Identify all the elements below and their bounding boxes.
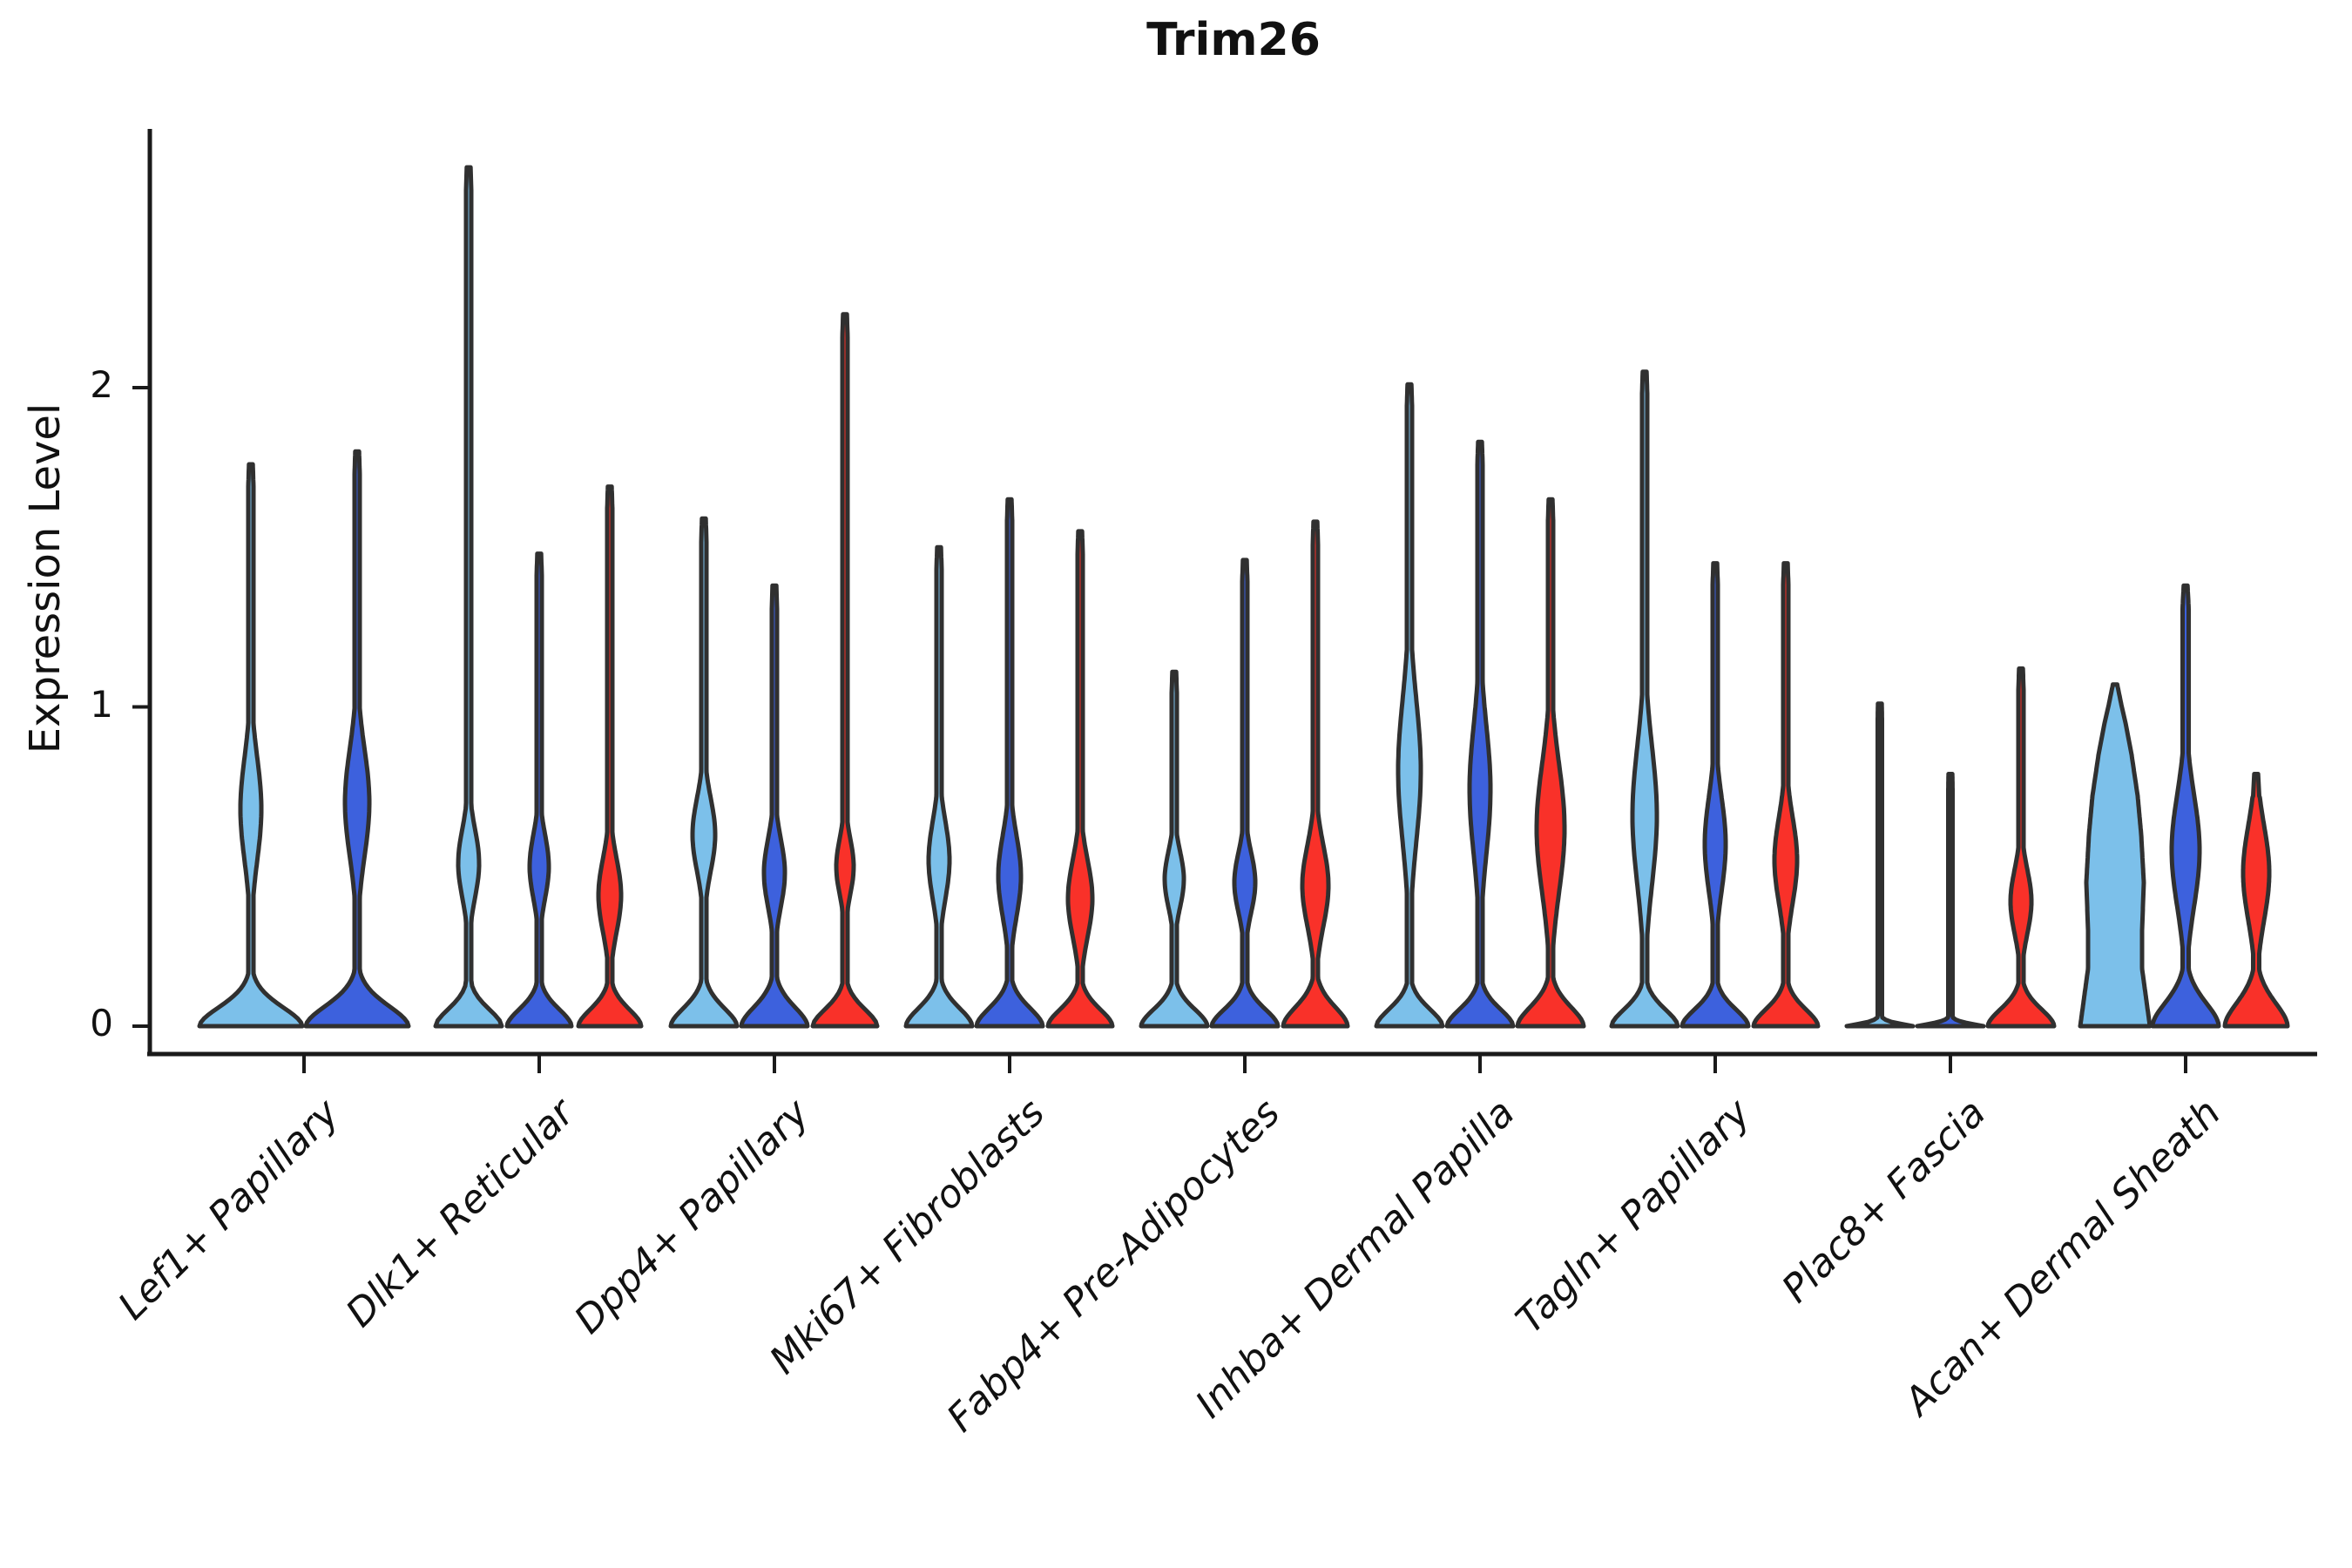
y-tick-label: 1: [90, 682, 113, 726]
y-tick-label: 0: [90, 1002, 113, 1044]
violin-red: [576, 484, 644, 1029]
violin-red: [1985, 666, 2057, 1029]
violin-red: [1751, 561, 1821, 1029]
violin-dark_blue: [1680, 561, 1751, 1029]
violin-red: [810, 312, 880, 1029]
violin-red: [1045, 529, 1115, 1029]
violin-dark_blue: [2150, 583, 2221, 1029]
violin-red: [2222, 772, 2290, 1029]
violin-light_blue: [903, 544, 975, 1029]
violin-dark_blue: [504, 551, 574, 1029]
violin-dark_blue: [303, 449, 411, 1029]
violin-light_blue: [433, 165, 504, 1029]
violin-light_blue: [197, 462, 305, 1029]
violin-dark_blue: [974, 497, 1045, 1029]
violin-dark_blue: [739, 583, 810, 1029]
violin-dark_blue: [1444, 439, 1516, 1029]
violin-light_blue: [2078, 682, 2153, 1029]
violin-dark_blue: [1915, 772, 1986, 1029]
violin-light_blue: [1609, 369, 1680, 1029]
violin-light_blue: [1139, 669, 1210, 1029]
violin-red: [1515, 497, 1586, 1029]
plot-title: Trim26: [1146, 14, 1321, 66]
violin-light_blue: [668, 516, 740, 1029]
violin-red: [1281, 519, 1350, 1029]
violin-light_blue: [1374, 382, 1445, 1029]
violin-dark_blue: [1209, 558, 1281, 1029]
y-tick-label: 2: [90, 363, 113, 406]
violin-light_blue: [1844, 701, 1916, 1029]
